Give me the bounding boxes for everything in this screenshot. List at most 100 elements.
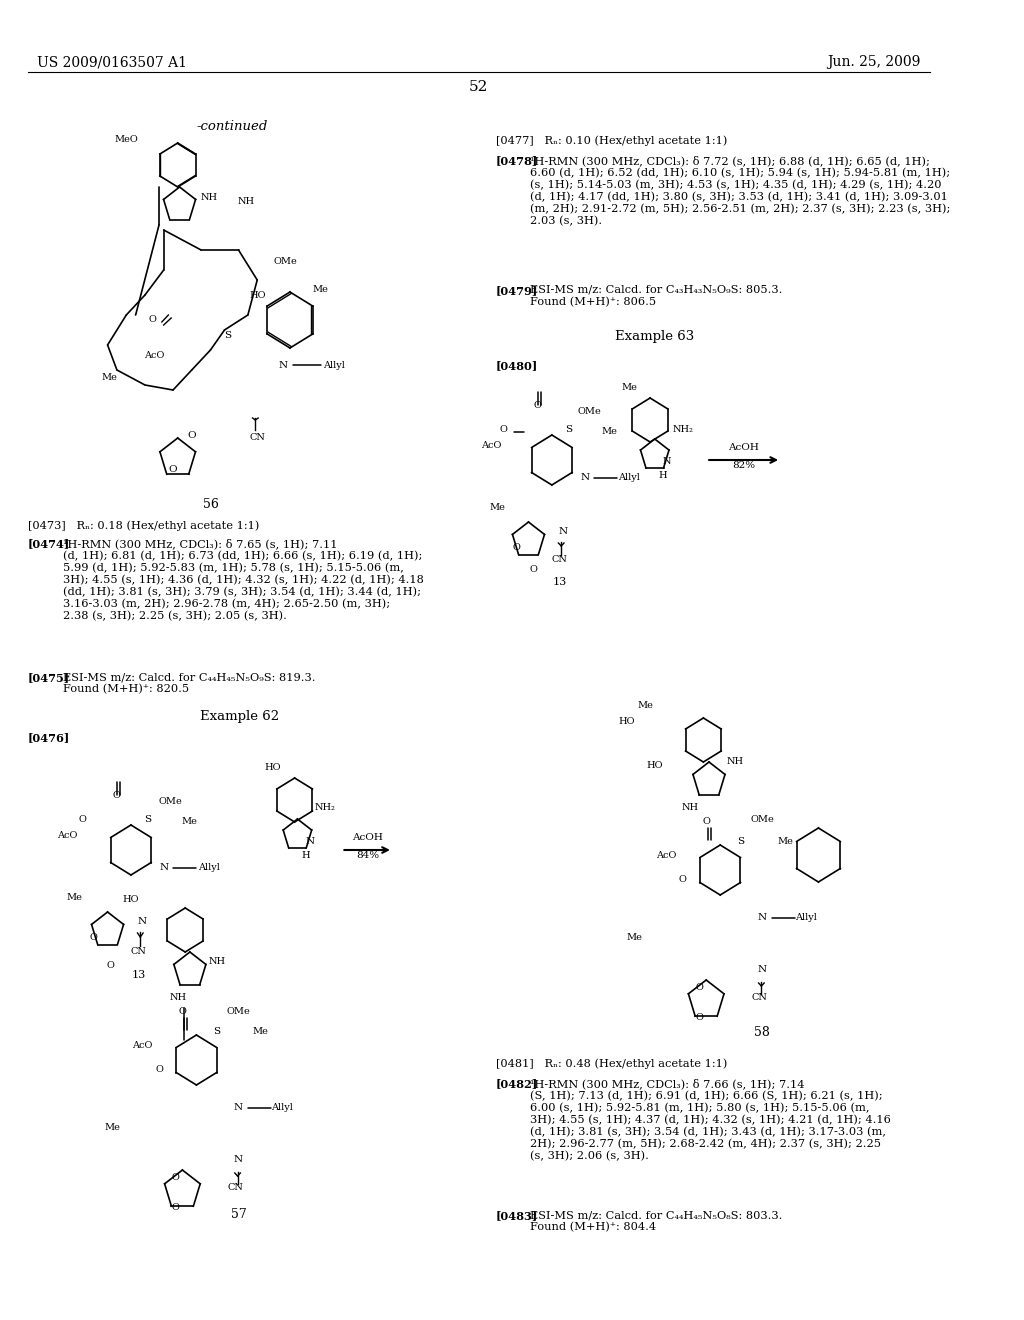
Text: S: S xyxy=(223,330,230,339)
Text: MeO: MeO xyxy=(115,136,138,144)
Text: 13: 13 xyxy=(552,577,566,587)
Text: H: H xyxy=(301,850,310,859)
Text: Me: Me xyxy=(104,1123,120,1133)
Text: AcO: AcO xyxy=(481,441,501,450)
Text: N: N xyxy=(306,837,315,846)
Text: 84%: 84% xyxy=(356,850,379,859)
Text: ¹H-RMN (300 MHz, CDCl₃): δ 7.72 (s, 1H); 6.88 (d, 1H); 6.65 (d, 1H);
6.60 (d, 1H: ¹H-RMN (300 MHz, CDCl₃): δ 7.72 (s, 1H);… xyxy=(530,154,950,226)
Text: NH: NH xyxy=(682,804,698,813)
Text: AcOH: AcOH xyxy=(728,444,759,453)
Text: N: N xyxy=(558,528,567,536)
Text: N: N xyxy=(758,965,767,974)
Text: O: O xyxy=(178,1007,186,1016)
Text: HO: HO xyxy=(249,290,265,300)
Text: HO: HO xyxy=(646,760,663,770)
Text: O: O xyxy=(695,983,703,993)
Text: O: O xyxy=(512,544,520,553)
Text: O: O xyxy=(187,430,196,440)
Text: [0482]: [0482] xyxy=(496,1078,538,1089)
Text: AcO: AcO xyxy=(655,850,676,859)
Text: HO: HO xyxy=(618,718,635,726)
Text: S: S xyxy=(213,1027,220,1036)
Text: O: O xyxy=(113,791,121,800)
Text: O: O xyxy=(534,400,542,409)
Text: N: N xyxy=(758,913,767,923)
Text: N: N xyxy=(279,360,288,370)
Text: O: O xyxy=(695,1014,703,1023)
Text: Me: Me xyxy=(602,428,617,437)
Text: AcO: AcO xyxy=(57,830,78,840)
Text: [0478]: [0478] xyxy=(496,154,538,166)
Text: OMe: OMe xyxy=(159,797,182,807)
Text: AcO: AcO xyxy=(144,351,165,359)
Text: O: O xyxy=(169,466,177,474)
Text: Me: Me xyxy=(181,817,197,826)
Text: OMe: OMe xyxy=(273,257,297,267)
Text: N: N xyxy=(137,917,146,927)
Text: NH: NH xyxy=(209,957,225,966)
Text: 82%: 82% xyxy=(732,461,755,470)
Text: Allyl: Allyl xyxy=(618,474,640,483)
Text: O: O xyxy=(89,933,97,942)
Text: [0473]   Rₙ: 0.18 (Hex/ethyl acetate 1:1): [0473] Rₙ: 0.18 (Hex/ethyl acetate 1:1) xyxy=(28,520,259,531)
Text: Me: Me xyxy=(67,894,83,903)
Text: N: N xyxy=(663,458,671,466)
Text: [0475]: [0475] xyxy=(28,672,71,682)
Text: CN: CN xyxy=(249,433,265,442)
Text: AcOH: AcOH xyxy=(352,833,383,842)
Text: HO: HO xyxy=(123,895,139,904)
Text: [0483]: [0483] xyxy=(496,1210,538,1221)
Text: ESI-MS m/z: Calcd. for C₄₄H₄₅N₅O₈S: 803.3.
Found (M+H)⁺: 804.4: ESI-MS m/z: Calcd. for C₄₄H₄₅N₅O₈S: 803.… xyxy=(530,1210,782,1232)
Text: OMe: OMe xyxy=(226,1007,251,1016)
Text: US 2009/0163507 A1: US 2009/0163507 A1 xyxy=(38,55,187,69)
Text: OMe: OMe xyxy=(578,408,601,417)
Text: CN: CN xyxy=(551,556,567,565)
Text: S: S xyxy=(737,837,744,846)
Text: [0479]: [0479] xyxy=(496,285,538,296)
Text: 58: 58 xyxy=(755,1026,770,1039)
Text: [0474]: [0474] xyxy=(28,539,71,549)
Text: Jun. 25, 2009: Jun. 25, 2009 xyxy=(827,55,921,69)
Text: Me: Me xyxy=(638,701,653,710)
Text: O: O xyxy=(172,1173,180,1183)
Text: O: O xyxy=(500,425,507,434)
Text: N: N xyxy=(233,1155,243,1164)
Text: NH: NH xyxy=(201,193,218,202)
Text: O: O xyxy=(155,1065,163,1074)
Text: O: O xyxy=(79,816,86,825)
Text: Me: Me xyxy=(489,503,506,512)
Text: Me: Me xyxy=(778,837,794,846)
Text: N: N xyxy=(580,474,589,483)
Text: O: O xyxy=(172,1204,180,1213)
Text: CN: CN xyxy=(752,994,767,1002)
Text: O: O xyxy=(702,817,710,826)
Text: Allyl: Allyl xyxy=(198,863,219,873)
Text: -continued: -continued xyxy=(197,120,268,133)
Text: [0477]   Rₙ: 0.10 (Hex/ethyl acetate 1:1): [0477] Rₙ: 0.10 (Hex/ethyl acetate 1:1) xyxy=(496,135,727,145)
Text: CN: CN xyxy=(227,1184,244,1192)
Text: [0480]: [0480] xyxy=(496,360,538,371)
Text: NH₂: NH₂ xyxy=(315,804,336,813)
Text: NH: NH xyxy=(727,758,743,767)
Text: NH: NH xyxy=(169,994,186,1002)
Text: CN: CN xyxy=(130,948,146,957)
Text: O: O xyxy=(148,315,157,325)
Text: ¹H-RMN (300 MHz, CDCl₃): δ 7.65 (s, 1H); 7.11
(d, 1H); 6.81 (d, 1H); 6.73 (dd, 1: ¹H-RMN (300 MHz, CDCl₃): δ 7.65 (s, 1H);… xyxy=(62,539,424,620)
Text: O: O xyxy=(106,961,115,969)
Text: H: H xyxy=(658,470,668,479)
Text: NH₂: NH₂ xyxy=(673,425,693,434)
Text: 52: 52 xyxy=(469,81,488,94)
Text: HO: HO xyxy=(265,763,282,772)
Text: S: S xyxy=(565,425,572,434)
Text: ESI-MS m/z: Calcd. for C₄₃H₄₃N₅O₉S: 805.3.
Found (M+H)⁺: 806.5: ESI-MS m/z: Calcd. for C₄₃H₄₃N₅O₉S: 805.… xyxy=(530,285,782,308)
Text: Allyl: Allyl xyxy=(323,360,345,370)
Text: Me: Me xyxy=(627,933,642,942)
Text: O: O xyxy=(529,565,537,574)
Text: N: N xyxy=(233,1104,243,1113)
Text: Me: Me xyxy=(313,285,329,294)
Text: [0481]   Rₙ: 0.48 (Hex/ethyl acetate 1:1): [0481] Rₙ: 0.48 (Hex/ethyl acetate 1:1) xyxy=(496,1059,727,1069)
Text: Me: Me xyxy=(252,1027,268,1036)
Text: 13: 13 xyxy=(131,970,145,979)
Text: Example 62: Example 62 xyxy=(200,710,279,723)
Text: Me: Me xyxy=(622,384,637,392)
